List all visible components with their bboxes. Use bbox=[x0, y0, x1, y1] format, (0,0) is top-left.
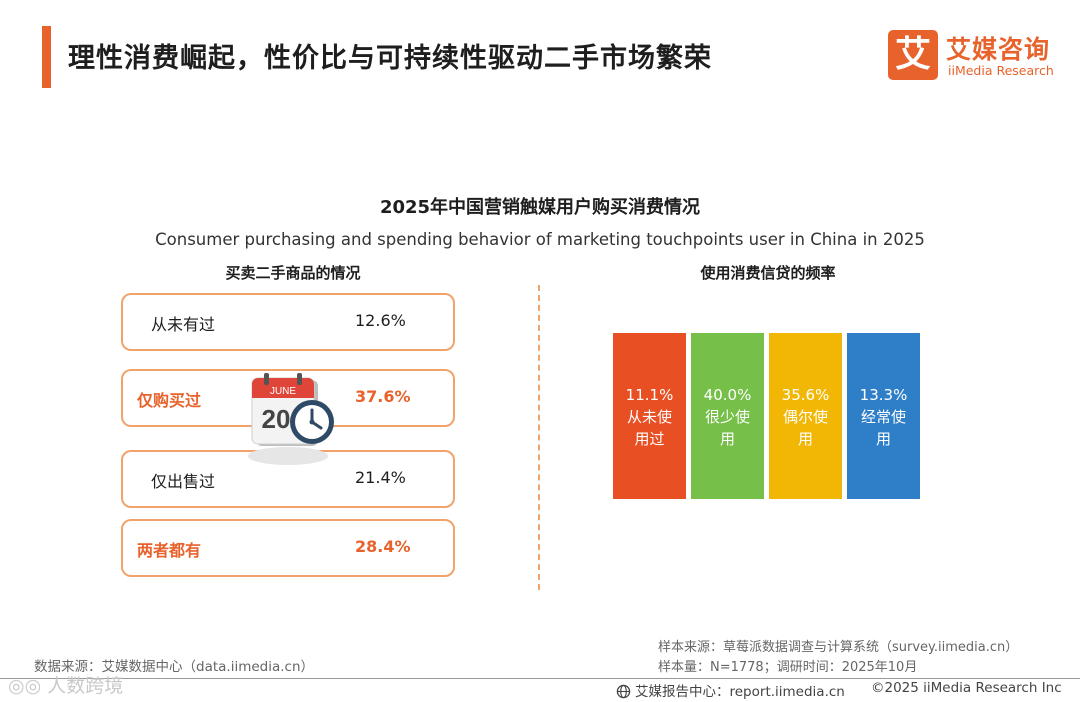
row-label: 仅出售过 bbox=[151, 472, 216, 491]
sample-source: 样本来源：草莓派数据调查与计算系统（survey.iimedia.cn） bbox=[658, 640, 1019, 655]
right-panel-title: 使用消费信贷的频率 bbox=[700, 264, 836, 282]
chart-subtitle: Consumer purchasing and spending behavio… bbox=[155, 230, 925, 249]
calendar-clock-icon: JUNE 20 bbox=[248, 373, 334, 465]
secondhand-row-never: 从未有过 12.6% bbox=[121, 293, 455, 351]
credit-value-label: 35.6% bbox=[782, 386, 830, 404]
watermark: ◎◎ 人数跨境 bbox=[8, 675, 124, 697]
credit-bar bbox=[769, 333, 842, 499]
credit-category-label: 经常使 bbox=[861, 408, 906, 426]
logo-name-cn: 艾媒咨询 bbox=[946, 35, 1051, 64]
credit-value-label: 13.3% bbox=[860, 386, 908, 404]
credit-bar bbox=[691, 333, 764, 499]
row-value: 28.4% bbox=[355, 537, 411, 556]
credit-bar bbox=[613, 333, 686, 499]
credit-category-label: 用 bbox=[876, 430, 891, 448]
panel-divider bbox=[538, 285, 540, 590]
sample-size: 样本量：N=1778；调研时间：2025年10月 bbox=[658, 660, 918, 675]
credit-category-label: 从未使 bbox=[627, 408, 672, 426]
logo-name-en: iiMedia Research bbox=[948, 63, 1054, 78]
page-title: 理性消费崛起，性价比与可持续性驱动二手市场繁荣 bbox=[68, 43, 712, 74]
logo-glyph: 艾 bbox=[888, 30, 938, 80]
copyright: ©2025 iiMedia Research Inc bbox=[871, 680, 1062, 696]
secondhand-row-both: 两者都有 28.4% bbox=[121, 519, 455, 577]
iimedia-logo: 艾 艾媒咨询 iiMedia Research bbox=[888, 30, 1068, 82]
credit-bar bbox=[847, 333, 920, 499]
chart-title: 2025年中国营销触媒用户购买消费情况 bbox=[379, 197, 701, 218]
calendar-day: 20 bbox=[262, 404, 291, 434]
credit-category-label: 偶尔使 bbox=[783, 408, 828, 426]
credit-category-label: 用过 bbox=[634, 430, 664, 448]
row-value: 12.6% bbox=[355, 311, 406, 330]
row-label: 两者都有 bbox=[137, 541, 202, 560]
row-value: 21.4% bbox=[355, 468, 406, 487]
credit-category-label: 用 bbox=[798, 430, 813, 448]
row-label: 从未有过 bbox=[151, 315, 216, 334]
credit-value-label: 11.1% bbox=[626, 386, 674, 404]
data-source: 数据来源：艾媒数据中心（data.iimedia.cn） bbox=[34, 659, 315, 675]
row-value: 37.6% bbox=[355, 387, 411, 406]
calendar-month: JUNE bbox=[270, 386, 296, 397]
globe-icon bbox=[616, 684, 631, 699]
row-label: 仅购买过 bbox=[137, 391, 202, 410]
report-center: 艾媒报告中心：report.iimedia.cn bbox=[616, 680, 845, 700]
credit-category-label: 很少使 bbox=[705, 408, 750, 426]
credit-value-label: 40.0% bbox=[704, 386, 752, 404]
footer-divider bbox=[0, 678, 1080, 679]
left-panel-title: 买卖二手商品的情况 bbox=[225, 264, 361, 282]
title-accent-bar bbox=[42, 26, 51, 88]
credit-category-label: 用 bbox=[720, 430, 735, 448]
report-center-text: 艾媒报告中心：report.iimedia.cn bbox=[635, 684, 845, 700]
sample-info: 样本来源：草莓派数据调查与计算系统（survey.iimedia.cn） 样本量… bbox=[658, 638, 1018, 678]
